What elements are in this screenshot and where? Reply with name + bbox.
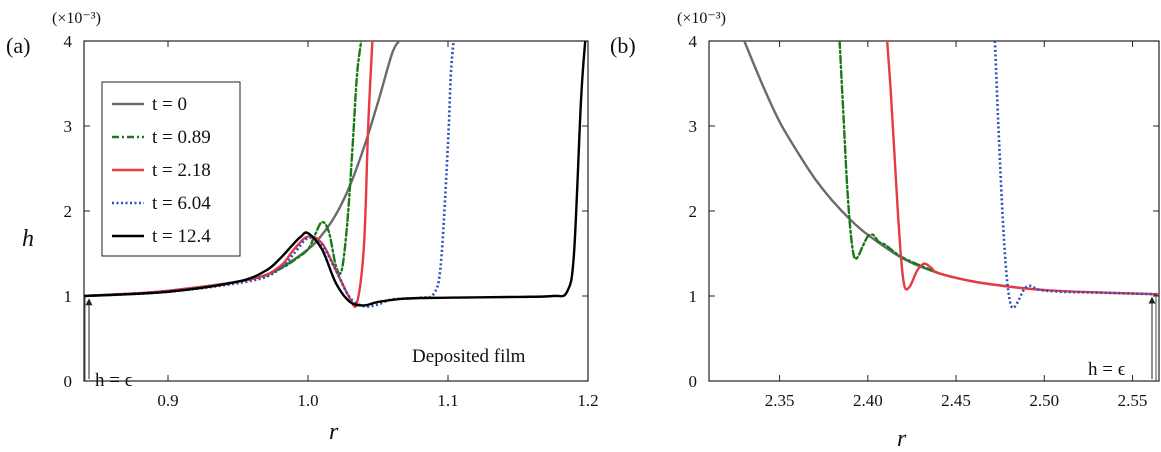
panel-a-x-tick-label: 1.1	[437, 391, 458, 410]
panel-a-y-tick-label: 2	[64, 202, 73, 221]
panel-a-y-tick-label: 1	[64, 287, 73, 306]
panel-b-axes-frame	[708, 40, 1160, 382]
panel-a-plot: 0.9 1.0 1.1 1.2 0 1 2 3 4	[64, 32, 599, 410]
panel-a-series-line-3	[84, 41, 455, 308]
panel-a-x-tick-label: 0.9	[157, 391, 178, 410]
panel-a-x-tick-label: 1.2	[577, 391, 598, 410]
panel-b-series-line-1	[838, 41, 940, 275]
panel-b-x-tick-label: 2.40	[853, 391, 883, 410]
panel-b-y-tick-label: 2	[689, 202, 698, 221]
panel-b-y-tick-label: 1	[689, 287, 698, 306]
panel-b-series-line-2	[886, 41, 1159, 296]
panel-b-y-tick-label: 3	[689, 117, 698, 136]
panel-b-x-tick-label: 2.45	[941, 391, 971, 410]
panel-b-y-multiplier: (×10⁻³)	[677, 10, 726, 27]
panel-b-epsilon-annotation: h = ϵ	[1088, 359, 1126, 380]
panel-a-series-line-4	[84, 41, 587, 307]
panel-b-series-line-3	[993, 41, 1159, 310]
panel-a-epsilon-annotation: h = ϵ	[95, 370, 133, 391]
panel-a-legend-label-3: t = 6.04	[152, 193, 211, 214]
panel-b-label: (b)	[610, 33, 636, 58]
panel-a-y-tick-label: 4	[64, 32, 73, 51]
panel-a-legend-label-0: t = 0	[152, 94, 187, 115]
panel-a-y-axis-label: h	[22, 226, 34, 252]
panel-a-y-tick-label: 0	[64, 372, 73, 391]
panel-a-legend-label-4: t = 12.4	[152, 226, 211, 247]
panel-b-plot: 2.35 2.40 2.45 2.50 2.55 0 1 2 3 4	[689, 32, 1160, 410]
panel-a-y-multiplier: (×10⁻³)	[52, 10, 101, 27]
panel-a-x-axis-label: r	[329, 419, 339, 445]
panel-b-y-tick-label: 4	[689, 32, 698, 51]
panel-a-legend: t = 0 t = 0.89 t = 2.18 t = 6.04 t = 12.4	[101, 81, 241, 257]
panel-a-legend-label-2: t = 2.18	[152, 160, 211, 181]
panel-b-x-tick-label: 2.35	[765, 391, 795, 410]
panel-a-deposited-film-annotation: Deposited film	[412, 346, 526, 367]
panel-b-x-tick-label: 2.55	[1118, 391, 1148, 410]
panel-a-legend-label-1: t = 0.89	[152, 127, 211, 148]
panel-a-x-tick-label: 1.0	[297, 391, 318, 410]
panel-a-label: (a)	[6, 33, 30, 58]
panel-b-x-tick-label: 2.50	[1029, 391, 1059, 410]
panel-a-y-tick-label: 3	[64, 117, 73, 136]
panel-b-x-axis-label: r	[897, 426, 907, 452]
panel-b-y-tick-label: 0	[689, 372, 698, 391]
